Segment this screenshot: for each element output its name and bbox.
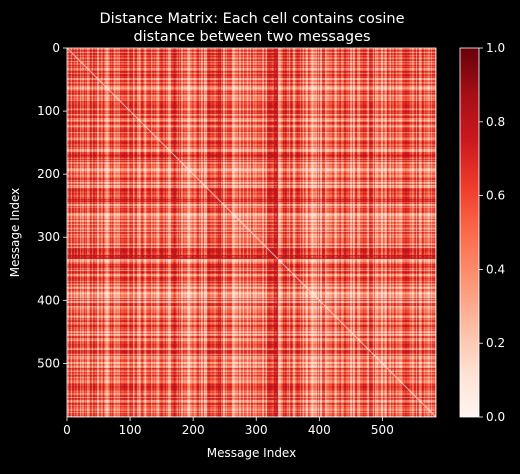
colorbar-gradient [460, 48, 479, 417]
y-tick-label: 500 [37, 356, 60, 370]
colorbar: 0.0 0.2 0.4 0.6 0.8 1.0 [459, 41, 505, 424]
x-tick-label: 500 [371, 423, 394, 437]
colorbar-frame [459, 47, 480, 418]
y-tick-label: 100 [37, 104, 60, 118]
x-tick-label: 300 [245, 423, 268, 437]
plot-frame [66, 47, 437, 418]
colorbar-tick-label: 1.0 [486, 41, 505, 55]
x-axis-label: Message Index [207, 446, 296, 460]
y-tick-label: 300 [37, 230, 60, 244]
x-tick-label: 100 [119, 423, 142, 437]
chart-title-line-1: Distance Matrix: Each cell contains cosi… [99, 11, 404, 27]
colorbar-tick-label: 0.2 [486, 336, 505, 350]
heatmap-cells [67, 48, 436, 417]
colorbar-tick-label: 0.0 [486, 410, 505, 424]
x-tick-label: 200 [182, 423, 205, 437]
x-axis: 0 100 200 300 400 500 [63, 417, 394, 437]
heatmap-area [66, 47, 437, 418]
colorbar-tick-label: 0.4 [486, 262, 505, 276]
chart-title-line-2: distance between two messages [133, 29, 370, 45]
x-tick-label: 0 [63, 423, 71, 437]
y-tick-label: 0 [52, 41, 60, 55]
y-axis: 0 100 200 300 400 500 [37, 41, 67, 370]
colorbar-tick-label: 0.8 [486, 115, 505, 129]
y-tick-label: 200 [37, 167, 60, 181]
y-axis-label: Message Index [8, 188, 22, 277]
y-tick-label: 400 [37, 293, 60, 307]
colorbar-tick-label: 0.6 [486, 189, 505, 203]
x-tick-label: 400 [308, 423, 331, 437]
colorbar-ticks: 0.0 0.2 0.4 0.6 0.8 1.0 [479, 41, 505, 424]
